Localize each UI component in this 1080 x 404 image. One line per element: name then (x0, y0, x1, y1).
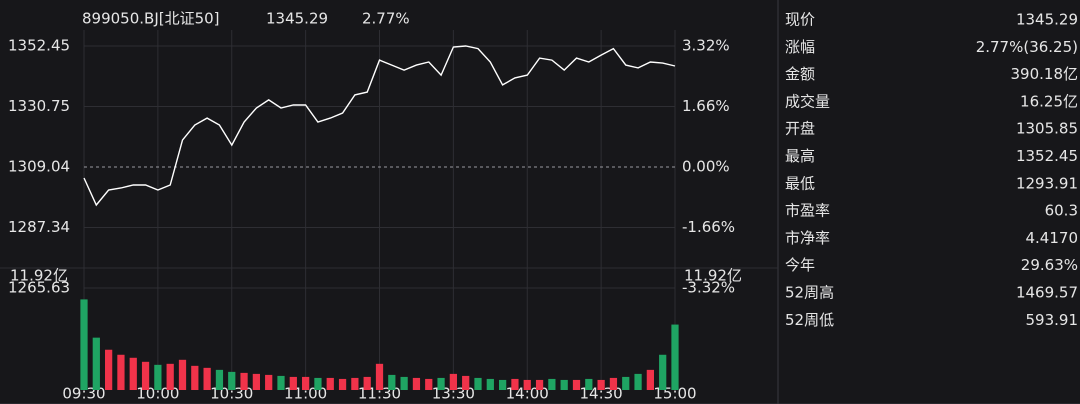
volume-bar (560, 379, 568, 390)
volume-tick-label: 11.92亿 (684, 267, 742, 285)
y-tick-label: 1330.75 (8, 97, 70, 115)
volume-bar (449, 373, 457, 390)
panel-label: 涨幅 (785, 38, 815, 56)
panel-label: 52周低 (785, 311, 834, 329)
y2-tick-label: 3.32% (682, 37, 730, 55)
volume-bar (634, 373, 642, 390)
volume-bar (105, 349, 113, 390)
panel-value: 1352.45 (1016, 147, 1078, 165)
volume-bar (277, 375, 285, 390)
panel-value: 60.3 (1045, 202, 1078, 220)
y-tick-label: 1309.04 (8, 158, 70, 176)
panel-label: 开盘 (785, 120, 815, 138)
volume-bar (659, 354, 667, 390)
y2-tick-label: 0.00% (682, 158, 730, 176)
volume-bar (462, 375, 470, 390)
volume-bar (609, 377, 618, 390)
volume-bar (646, 369, 654, 390)
volume-bar (240, 372, 248, 390)
volume-bar (154, 364, 162, 390)
volume-bar (252, 373, 260, 390)
volume-bar (351, 377, 359, 390)
panel-value: 29.63% (1021, 256, 1078, 274)
volume-bar (228, 371, 236, 390)
volume-bar (511, 378, 519, 390)
panel-label: 市盈率 (785, 202, 830, 220)
panel-label: 市净率 (785, 229, 830, 247)
y-tick-label: 1352.45 (8, 37, 70, 55)
volume-bar (80, 299, 88, 390)
y2-tick-label: -1.66% (682, 218, 735, 236)
volume-bar (265, 374, 273, 390)
volume-bar (215, 369, 224, 390)
index-change: 2.77% (362, 10, 410, 28)
panel-label: 金额 (785, 65, 815, 83)
volume-bar (572, 379, 581, 390)
volume-bar (523, 379, 531, 390)
volume-bar (622, 376, 630, 390)
y-tick-label: 1265.63 (8, 279, 70, 297)
volume-bar (597, 379, 605, 390)
panel-value: 593.91 (1026, 311, 1079, 329)
volume-bar (92, 337, 100, 390)
volume-bar (302, 376, 310, 390)
volume-bar (425, 378, 433, 390)
price-line (83, 45, 676, 207)
index-name: 899050.BJ[北证50] (82, 10, 220, 28)
panel-label: 最低 (785, 174, 815, 192)
volume-bar (289, 376, 297, 390)
panel-label: 现价 (785, 11, 815, 29)
volume-bar (129, 357, 137, 390)
panel-value: 390.18亿 (1011, 65, 1079, 83)
volume-bar (499, 379, 507, 390)
volume-bar (535, 379, 544, 390)
volume-bar (412, 377, 421, 390)
volume-bar (203, 367, 211, 390)
volume-bar (326, 377, 334, 390)
panel-value: 1345.29 (1016, 11, 1078, 29)
panel-value: 1469.57 (1016, 284, 1078, 302)
panel-value: 1293.91 (1016, 174, 1078, 192)
volume-bar (486, 378, 494, 390)
y-tick-label: 1287.34 (8, 218, 70, 236)
panel-value: 4.4170 (1026, 229, 1079, 247)
volume-bar (437, 377, 445, 390)
panel-value: 2.77%(36.25) (976, 38, 1078, 56)
volume-tick-label: 11.92亿 (10, 267, 68, 285)
panel-value: 1305.85 (1016, 120, 1078, 138)
volume-bar (166, 363, 174, 390)
volume-bar (400, 376, 408, 390)
panel-label: 今年 (785, 256, 815, 274)
volume-bar (178, 359, 187, 390)
volume-bar (314, 377, 322, 390)
volume-bar (388, 374, 396, 390)
volume-bar (363, 376, 371, 390)
volume-bar (141, 361, 150, 390)
y2-tick-label: 1.66% (682, 97, 730, 115)
volume-bar (375, 363, 384, 390)
panel-label: 52周高 (785, 284, 834, 302)
volume-bar (548, 378, 556, 390)
index-price: 1345.29 (266, 10, 328, 28)
volume-bar (191, 365, 199, 390)
panel-value: 16.25亿 (1020, 92, 1078, 110)
volume-bar (671, 324, 679, 390)
panel-label: 最高 (785, 147, 815, 165)
volume-bar (117, 354, 125, 390)
y2-tick-label: -3.32% (682, 279, 735, 297)
volume-bar (338, 378, 347, 390)
panel-label: 成交量 (785, 92, 830, 110)
volume-bar (585, 378, 593, 390)
volume-bar (474, 377, 482, 390)
